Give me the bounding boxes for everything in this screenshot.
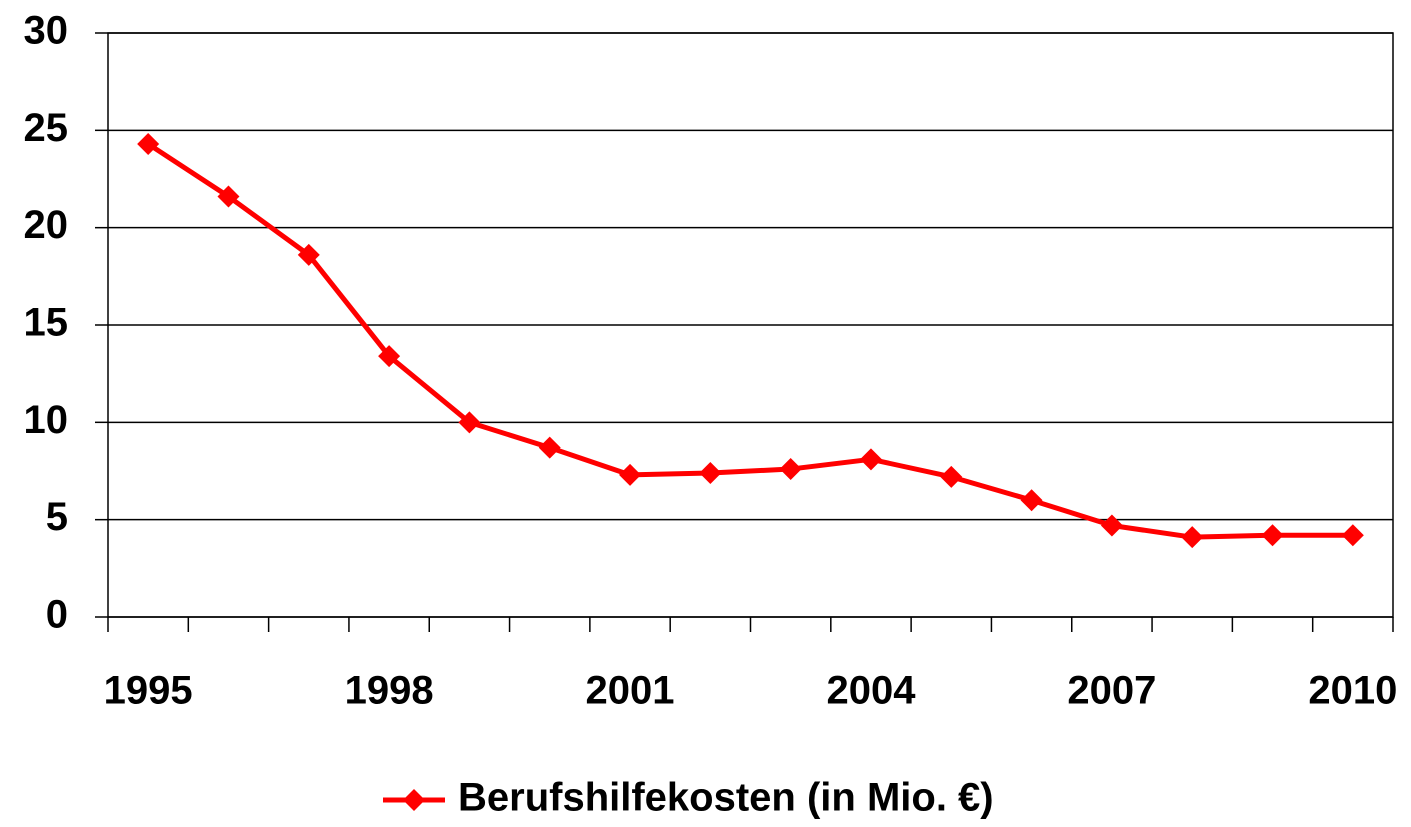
point-marker (217, 185, 240, 208)
x-tick-label: 2001 (586, 669, 675, 713)
x-tick-label: 2010 (1308, 669, 1397, 713)
y-tick-label: 10 (24, 398, 69, 442)
y-tick-label: 15 (24, 301, 69, 345)
point-marker (137, 132, 160, 155)
y-tick-label: 0 (46, 593, 68, 637)
series-line (146, 141, 1353, 540)
y-tick-label: 30 (24, 9, 69, 53)
x-tick-label: 1995 (104, 669, 193, 713)
point-marker (1181, 526, 1204, 549)
point-marker (1020, 489, 1043, 512)
point-marker (297, 243, 320, 266)
x-tick-label: 2004 (826, 669, 916, 713)
point-marker (1341, 524, 1364, 547)
point-marker (699, 461, 722, 484)
legend-label: Berufshilfekosten (in Mio. €) (458, 776, 994, 820)
point-marker (1261, 524, 1284, 547)
point-marker (859, 448, 882, 471)
y-tick-label: 20 (24, 203, 69, 247)
x-tick-label: 1998 (345, 669, 434, 713)
point-marker (779, 458, 802, 481)
point-marker (378, 345, 401, 368)
point-marker (619, 463, 642, 486)
point-marker (1100, 514, 1123, 537)
y-tick-label: 25 (24, 106, 69, 150)
legend-marker (403, 789, 425, 811)
y-tick-label: 5 (46, 495, 68, 539)
point-marker (458, 411, 481, 434)
x-tick-label: 2007 (1067, 669, 1156, 713)
point-marker (538, 436, 561, 459)
point-marker (940, 465, 963, 488)
